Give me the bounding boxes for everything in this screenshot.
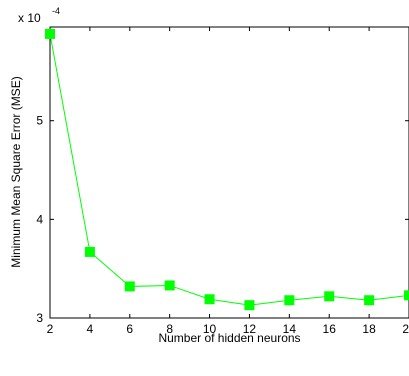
x-tick-label: 10: [203, 322, 217, 336]
x-tick-label: 18: [362, 322, 376, 336]
y-axis-title: Minimum Mean Square Error (MSE): [9, 76, 23, 267]
data-point: [164, 280, 175, 291]
y-multiplier-label: x 10: [18, 11, 41, 25]
y-multiplier-exponent: -4: [52, 6, 60, 16]
y-tick-label: 4: [36, 212, 43, 226]
data-point: [84, 246, 95, 257]
data-point: [324, 291, 335, 302]
y-axis-ticks: 3 4 5: [36, 114, 409, 325]
y-tick-label: 3: [36, 311, 43, 325]
data-point: [244, 300, 255, 311]
x-tick-label: 16: [323, 322, 337, 336]
series-group: [45, 28, 409, 311]
x-tick-label: 14: [283, 322, 297, 336]
data-point: [204, 294, 215, 305]
series-line: [49, 33, 409, 306]
data-point: [124, 281, 135, 292]
x-tick-label: 6: [126, 322, 133, 336]
y-tick-label: 5: [36, 114, 43, 128]
x-tick-label: 8: [166, 322, 173, 336]
data-point: [284, 295, 295, 306]
x-tick-label: 4: [87, 322, 94, 336]
x-tick-label: 2: [47, 322, 54, 336]
data-point: [364, 295, 375, 306]
x-tick-label: 20: [402, 322, 409, 336]
x-axis-ticks: 2 4 6 8 10 12 14 16 18 20: [47, 27, 409, 336]
x-tick-label: 12: [243, 322, 257, 336]
plot-area: [49, 26, 409, 319]
data-point: [45, 28, 55, 39]
x-axis-title: Number of hidden neurons: [158, 331, 300, 345]
data-point: [404, 290, 409, 301]
